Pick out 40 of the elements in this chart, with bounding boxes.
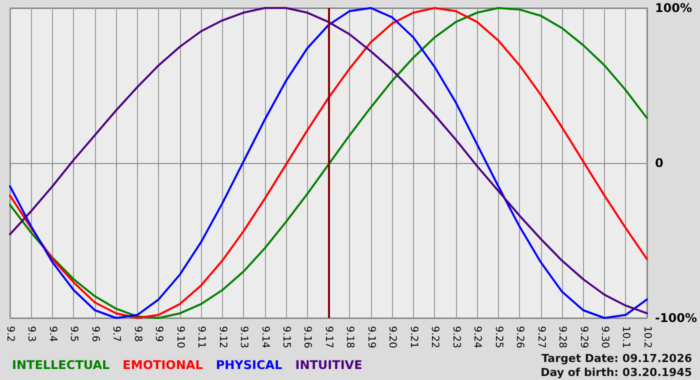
x-tick-label: 9.16 <box>302 326 313 348</box>
x-tick-label: 9.30 <box>598 326 610 348</box>
x-tick-label: 9.5 <box>68 326 80 342</box>
text: Day of birth: 03.20.1945 <box>540 366 692 379</box>
x-tick-label: 9.27 <box>535 326 546 348</box>
x-tick-label: 9.14 <box>259 326 270 348</box>
x-tick-label: 9.10 <box>174 326 186 348</box>
x-tick-label: 9.4 <box>46 326 58 342</box>
x-tick-label: 9.29 <box>578 326 589 348</box>
x-tick-label: 10.2 <box>641 326 652 348</box>
text: PHYSICAL <box>216 358 283 372</box>
x-tick-label: 9.12 <box>216 326 228 348</box>
x-tick-label: 10.1 <box>620 326 632 348</box>
x-tick-label: 9.20 <box>386 326 398 348</box>
x-tick-label: 9.19 <box>365 326 376 348</box>
x-tick-label: 9.26 <box>514 326 526 348</box>
x-tick-label: 9.23 <box>450 326 462 348</box>
x-tick-label: 9.3 <box>26 326 37 342</box>
x-tick-label: 9.25 <box>492 326 504 348</box>
x-tick-label: 9.21 <box>408 326 419 348</box>
x-tick-label: 9.22 <box>429 326 440 348</box>
x-tick-label: 9.28 <box>556 326 568 348</box>
x-tick-label: 9.11 <box>196 326 207 348</box>
x-tick-label: 9.13 <box>238 326 250 348</box>
x-tick-label: 9.7 <box>110 326 122 342</box>
y-tick-label: 0 <box>654 156 664 170</box>
text: INTELLECTUAL <box>12 358 110 372</box>
y-tick-label: -100% <box>654 311 698 325</box>
x-tick-label: 9.2 <box>4 326 16 342</box>
x-tick-label: 9.24 <box>472 326 483 348</box>
y-tick-label: 100% <box>654 1 692 15</box>
x-tick-label: 9.17 <box>322 326 334 348</box>
text: Target Date: 09.17.2026 <box>542 352 692 365</box>
x-tick-label: 9.18 <box>344 326 356 348</box>
text: INTUITIVE <box>295 358 362 372</box>
x-tick-label: 9.6 <box>89 326 100 342</box>
x-tick-label: 9.8 <box>132 326 143 342</box>
x-tick-label: 9.9 <box>153 326 164 342</box>
text: EMOTIONAL <box>122 358 204 372</box>
x-tick-label: 9.15 <box>280 326 292 348</box>
